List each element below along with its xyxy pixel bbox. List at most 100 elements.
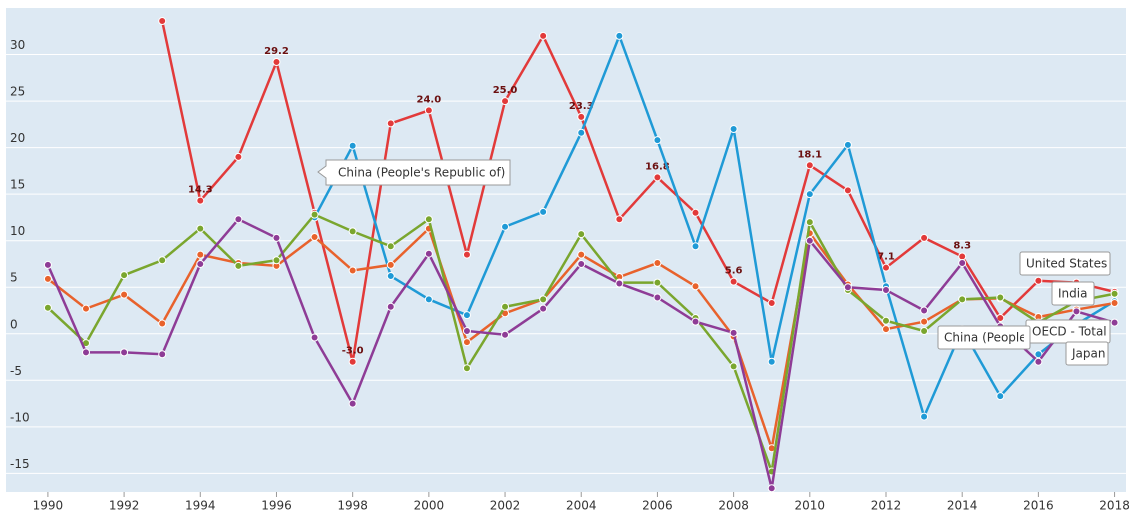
data-point — [767, 357, 776, 366]
data-point — [958, 259, 967, 268]
data-point — [805, 218, 814, 227]
data-label: 5.6 — [725, 266, 743, 277]
data-point — [691, 282, 700, 291]
data-point — [386, 119, 395, 128]
end-label-box — [937, 325, 1031, 350]
data-point — [1034, 276, 1043, 285]
data-point — [577, 128, 586, 137]
data-point — [462, 250, 471, 259]
data-point — [501, 97, 510, 106]
data-point — [196, 224, 205, 233]
data-point — [462, 364, 471, 373]
data-point — [767, 484, 776, 493]
data-point — [882, 286, 890, 295]
end-label: China (People's Republic of) — [944, 331, 1111, 345]
data-point — [615, 215, 624, 224]
data-label: 16.8 — [645, 161, 670, 172]
data-point — [843, 140, 852, 149]
y-tick-label: -15 — [10, 457, 30, 471]
x-tick-label: 1994 — [185, 499, 216, 513]
x-tick-label: 2004 — [566, 499, 597, 513]
data-point — [882, 316, 890, 325]
x-tick-label: 2010 — [795, 499, 826, 513]
data-point — [539, 295, 548, 304]
data-label: 7.1 — [877, 252, 895, 263]
x-tick-label: 1998 — [337, 499, 368, 513]
data-point — [272, 57, 281, 66]
data-point — [82, 304, 90, 313]
data-point — [386, 260, 395, 269]
x-tick-label: 2000 — [414, 499, 445, 513]
end-label: Japan — [1071, 347, 1105, 361]
data-point — [348, 141, 357, 150]
data-point — [196, 196, 205, 205]
data-point — [310, 333, 319, 342]
x-tick-label: 2018 — [1099, 499, 1130, 513]
end-label-box — [1065, 341, 1109, 366]
data-point — [920, 326, 929, 335]
data-point — [462, 326, 471, 335]
data-point — [653, 293, 662, 302]
data-label: 8.3 — [953, 241, 971, 252]
y-tick-label: 25 — [10, 85, 25, 99]
data-point — [615, 31, 624, 40]
data-point — [120, 348, 129, 357]
data-point — [43, 274, 52, 283]
data-point — [882, 263, 890, 272]
data-point — [1072, 307, 1081, 316]
data-point — [729, 125, 738, 133]
data-point — [1110, 289, 1119, 298]
data-point — [462, 311, 471, 320]
y-tick-label: 15 — [10, 178, 25, 192]
data-label: 23.3 — [569, 101, 594, 112]
data-point — [424, 295, 433, 304]
data-point — [691, 208, 700, 217]
tooltip-box — [317, 159, 511, 186]
data-point — [653, 136, 662, 145]
data-point — [996, 313, 1005, 322]
data-point — [234, 261, 243, 270]
data-point — [501, 330, 510, 339]
data-point — [539, 207, 548, 216]
data-point — [424, 106, 433, 115]
data-point — [348, 357, 357, 366]
data-point — [82, 348, 90, 357]
data-point — [196, 250, 205, 259]
end-label: India — [1058, 287, 1087, 301]
data-point — [424, 215, 433, 224]
data-point — [501, 222, 510, 231]
data-label: 18.1 — [797, 149, 822, 160]
data-point — [120, 290, 129, 299]
data-point — [120, 271, 129, 280]
plot-area — [6, 8, 1126, 492]
data-point — [577, 259, 586, 268]
data-point — [539, 304, 548, 313]
x-tick-label: 2012 — [871, 499, 902, 513]
x-tick-label: 2008 — [718, 499, 749, 513]
data-point — [310, 232, 319, 241]
data-point — [920, 306, 929, 315]
data-point — [386, 272, 395, 281]
data-point — [996, 392, 1005, 401]
data-label: 24.0 — [417, 94, 442, 105]
data-point — [767, 299, 776, 308]
data-point — [386, 242, 395, 251]
data-point — [577, 112, 586, 121]
end-label: OECD - Total — [1032, 325, 1107, 339]
y-tick-label: 0 — [10, 317, 18, 331]
end-label: United States — [1026, 257, 1107, 271]
data-point — [653, 278, 662, 287]
data-point — [920, 233, 929, 242]
data-point — [843, 186, 852, 195]
x-tick-label: 2016 — [1023, 499, 1054, 513]
data-point — [158, 17, 167, 26]
data-point — [1034, 357, 1043, 366]
x-tick-label: 2006 — [642, 499, 673, 513]
y-tick-label: 30 — [10, 38, 25, 52]
data-point — [348, 227, 357, 236]
data-point — [424, 249, 433, 258]
y-tick-label: 10 — [10, 224, 25, 238]
data-label: 29.2 — [264, 46, 289, 57]
data-point — [43, 260, 52, 269]
